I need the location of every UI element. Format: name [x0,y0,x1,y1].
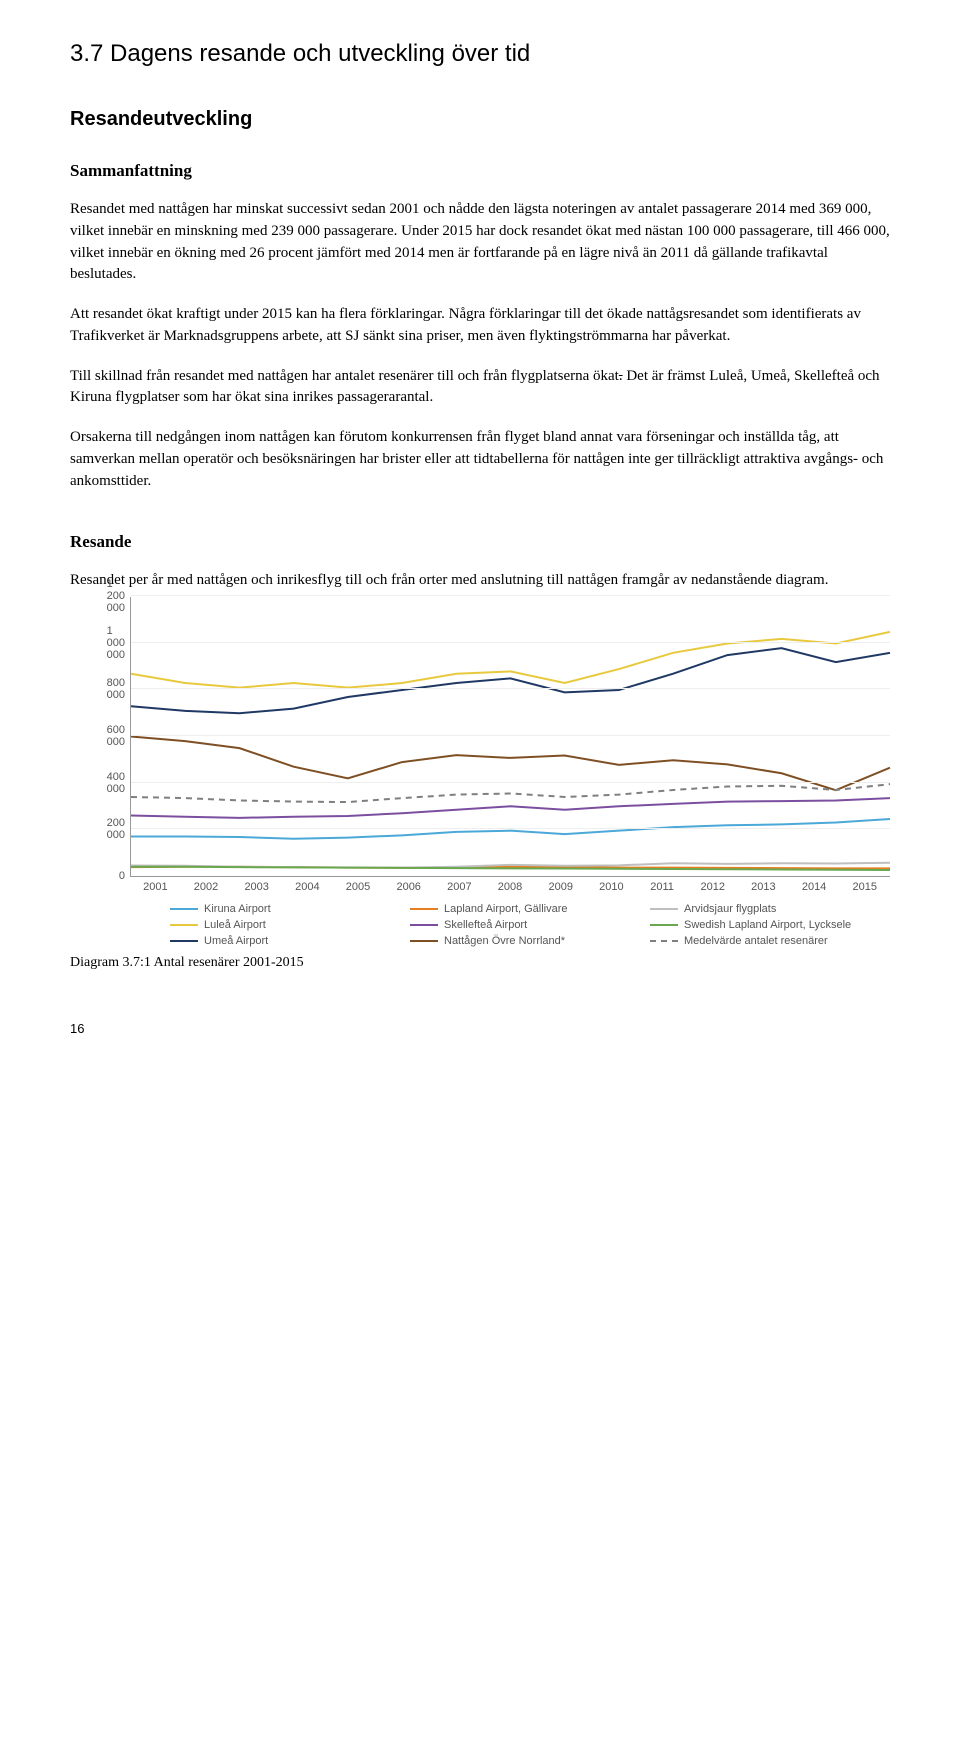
legend-item: Luleå Airport [170,919,410,931]
x-tick-label: 2001 [130,881,181,893]
legend-swatch [650,908,678,910]
legend-item: Nattågen Övre Norrland* [410,935,650,947]
chart-legend: Kiruna Airport Lapland Airport, Gällivare… [170,903,890,947]
legend-swatch [410,908,438,910]
legend-swatch [650,924,678,926]
series-line [131,784,890,802]
legend-item: Lapland Airport, Gällivare [410,903,650,915]
legend-item: Kiruna Airport [170,903,410,915]
x-tick-label: 2014 [789,881,840,893]
legend-item: Skellefteå Airport [410,919,650,931]
legend-label: Medelvärde antalet resenärer [684,935,828,947]
x-tick-label: 2004 [282,881,333,893]
legend-label: Luleå Airport [204,919,266,931]
legend-row: Umeå Airport Nattågen Övre Norrland* Medel… [170,935,890,947]
x-tick-label: 2013 [738,881,789,893]
x-tick-label: 2008 [485,881,536,893]
x-tick-label: 2007 [434,881,485,893]
x-tick-label: 2005 [333,881,384,893]
grid-line [131,828,890,829]
legend-label: Nattågen Övre Norrland* [444,935,565,947]
legend-swatch [170,924,198,926]
p3-a: Till skillnad från resandet med nattågen… [70,368,619,384]
x-tick-label: 2011 [637,881,688,893]
legend-swatch [650,940,678,942]
legend-label: Skellefteå Airport [444,919,527,931]
grid-line [131,595,890,596]
resande-heading: Resande [70,532,890,552]
y-tick-label: 1 200 000 [107,578,125,614]
y-tick-label: 400 000 [107,771,125,795]
grid-line [131,642,890,643]
series-line [131,648,890,713]
y-tick-label: 0 [119,870,125,882]
subheading-resandeutveckling: Resandeutveckling [70,108,890,131]
grid-line [131,735,890,736]
paragraph-1: Resandet med nattågen har minskat succes… [70,199,890,286]
y-tick-label: 200 000 [107,817,125,841]
legend-swatch [170,908,198,910]
paragraph-4: Orsakerna till nedgången inom nattågen k… [70,427,890,492]
legend-item: Swedish Lapland Airport, Lycksele [650,919,890,931]
y-tick-label: 600 000 [107,724,125,748]
x-tick-label: 2009 [535,881,586,893]
legend-swatch [170,940,198,942]
paragraph-3: Till skillnad från resandet med nattågen… [70,366,890,410]
legend-item: Medelvärde antalet resenärer [650,935,890,947]
paragraph-2: Att resandet ökat kraftigt under 2015 ka… [70,304,890,348]
legend-row: Kiruna Airport Lapland Airport, Gällivare… [170,903,890,915]
resande-paragraph: Resandet per år med nattågen och inrikes… [70,570,890,592]
y-tick-label: 800 000 [107,677,125,701]
grid-line [131,688,890,689]
section-title: 3.7 Dagens resande och utveckling över t… [70,40,890,68]
y-tick-label: 1 000 000 [107,625,125,661]
x-tick-label: 2003 [231,881,282,893]
legend-item: Arvidsjaur flygplats [650,903,890,915]
x-tick-label: 2010 [586,881,637,893]
chart-lines-svg [131,597,890,876]
legend-label: Arvidsjaur flygplats [684,903,776,915]
chart-x-labels: 2001200220032004200520062007200820092010… [130,881,890,893]
x-tick-label: 2002 [181,881,232,893]
x-tick-label: 2006 [383,881,434,893]
x-tick-label: 2015 [839,881,890,893]
legend-label: Swedish Lapland Airport, Lycksele [684,919,851,931]
chart-caption: Diagram 3.7:1 Antal resenärer 2001-2015 [70,955,890,971]
x-tick-label: 2012 [687,881,738,893]
legend-label: Kiruna Airport [204,903,271,915]
chart-container: 0200 000400 000600 000800 0001 000 0001 … [70,597,890,947]
legend-label: Umeå Airport [204,935,268,947]
grid-line [131,782,890,783]
chart-plot-area: 0200 000400 000600 000800 0001 000 0001 … [130,597,890,877]
summary-heading: Sammanfattning [70,161,890,181]
legend-swatch [410,924,438,926]
legend-item: Umeå Airport [170,935,410,947]
legend-label: Lapland Airport, Gällivare [444,903,568,915]
legend-row: Luleå Airport Skellefteå Airport Swedish L… [170,919,890,931]
legend-swatch [410,940,438,942]
page-number: 16 [70,1021,890,1036]
